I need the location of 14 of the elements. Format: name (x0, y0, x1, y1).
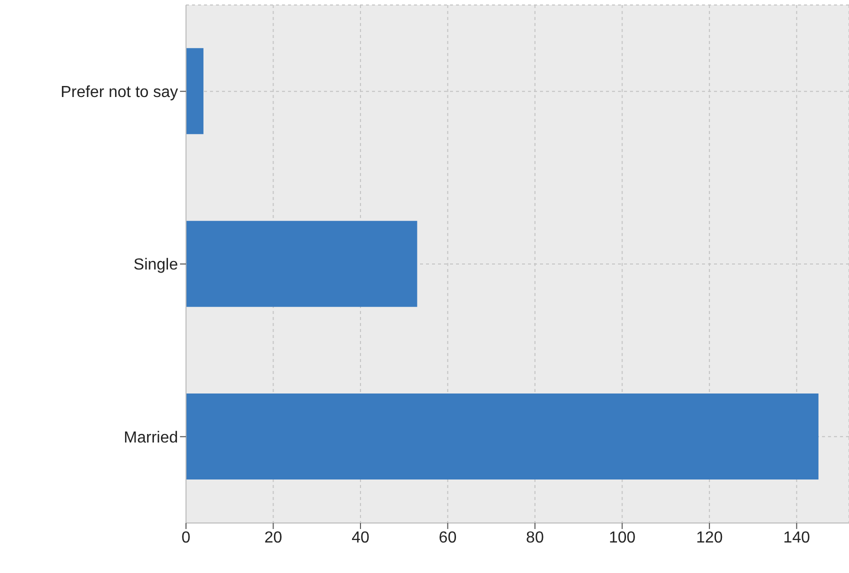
bar (186, 394, 818, 480)
bar (186, 48, 204, 134)
y-tick-label: Married (124, 429, 178, 446)
x-tick-label: 20 (264, 529, 282, 546)
bar (186, 220, 418, 307)
x-tick-label: 0 (182, 529, 191, 546)
x-tick-label: 40 (352, 529, 370, 546)
x-tick-label: 100 (608, 529, 636, 546)
y-tick-label: Single (134, 256, 178, 274)
x-tick-label: 60 (438, 529, 457, 546)
x-tick-label: 120 (696, 529, 723, 546)
y-tick-label: Prefer not to say (60, 84, 178, 102)
x-tick-label: 80 (526, 529, 544, 546)
x-tick-label: 140 (783, 529, 810, 546)
